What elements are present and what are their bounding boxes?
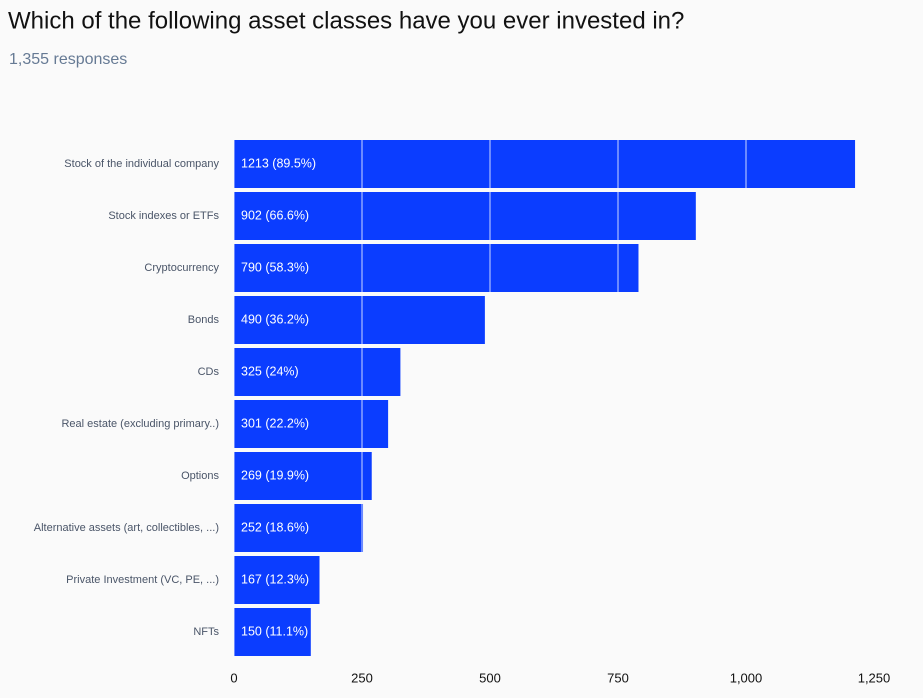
chart-title: Which of the following asset classes hav… [8,7,684,34]
value-label: 1213 (89.5%) [241,156,316,170]
bar [234,296,485,344]
bar [234,192,696,240]
chart-subtitle: 1,355 responses [9,51,127,68]
bar [234,244,639,292]
bar [234,504,364,552]
value-label: 490 (36.2%) [241,312,309,326]
y-tick-label: Cryptocurrency [144,262,219,274]
x-tick-label: 1,000 [730,670,763,685]
bar [234,348,401,396]
value-label: 902 (66.6%) [241,208,309,222]
y-tick-label: CDs [198,366,220,378]
value-label: 325 (24%) [241,364,299,378]
y-tick-label: Private Investment (VC, PE, ...) [66,574,219,586]
y-tick-label: Alternative assets (art, collectibles, .… [34,522,219,534]
value-label: 269 (19.9%) [241,468,309,482]
x-tick-label: 0 [230,670,237,685]
bar [234,556,320,604]
y-tick-label: Real estate (excluding primary..) [61,418,219,430]
value-label: 301 (22.2%) [241,416,309,430]
x-tick-label: 750 [607,670,629,685]
y-tick-label: Options [181,470,219,482]
bar [234,452,372,500]
value-label: 150 (11.1%) [241,624,308,638]
y-tick-label: NFTs [193,626,219,638]
value-label: 167 (12.3%) [241,572,309,586]
value-label: 252 (18.6%) [241,520,309,534]
y-tick-label: Stock of the individual company [64,158,219,170]
x-tick-label: 1,250 [858,670,891,685]
y-tick-label: Bonds [188,314,220,326]
x-tick-label: 250 [351,670,373,685]
bar [234,140,856,188]
bar [234,608,311,656]
y-tick-label: Stock indexes or ETFs [108,210,219,222]
x-tick-label: 500 [479,670,501,685]
value-label: 790 (58.3%) [241,260,309,274]
